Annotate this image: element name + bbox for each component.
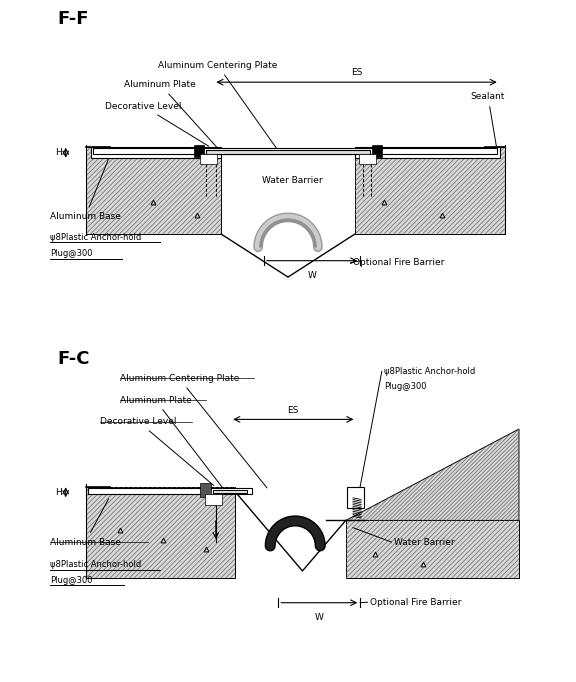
Bar <box>205 494 222 505</box>
Text: Water Barrier: Water Barrier <box>394 537 454 546</box>
Text: ES: ES <box>351 68 362 77</box>
Polygon shape <box>346 429 519 520</box>
Text: Aluminum Plate: Aluminum Plate <box>124 80 219 149</box>
Text: ψ8Plastic Anchor-hold: ψ8Plastic Anchor-hold <box>50 560 141 569</box>
Bar <box>200 154 217 164</box>
Bar <box>194 145 204 157</box>
Bar <box>200 484 211 497</box>
Text: F-F: F-F <box>57 10 89 28</box>
Text: W: W <box>308 271 316 280</box>
Text: Decorative Level: Decorative Level <box>100 417 214 486</box>
Bar <box>90 147 221 158</box>
Text: H: H <box>55 488 62 496</box>
Bar <box>359 154 376 164</box>
Text: Aluminum Centering Plate: Aluminum Centering Plate <box>158 61 278 149</box>
Text: Optional Fire Barrier: Optional Fire Barrier <box>370 597 461 607</box>
Bar <box>93 148 497 154</box>
Text: W: W <box>315 613 324 622</box>
Text: Water Barrier: Water Barrier <box>263 177 323 186</box>
Text: H: H <box>55 148 62 157</box>
Text: Aluminum Base: Aluminum Base <box>50 158 121 222</box>
Polygon shape <box>86 487 235 578</box>
Text: Plug@300: Plug@300 <box>50 250 92 258</box>
Text: Aluminum Base: Aluminum Base <box>50 499 121 546</box>
Polygon shape <box>346 520 519 578</box>
Bar <box>355 147 500 158</box>
Text: Decorative Level: Decorative Level <box>105 102 209 146</box>
Text: Sealant: Sealant <box>471 92 505 149</box>
Text: Plug@300: Plug@300 <box>50 576 92 585</box>
Text: F-C: F-C <box>57 350 89 368</box>
Text: ψ8Plastic Anchor-hold: ψ8Plastic Anchor-hold <box>50 233 141 242</box>
Bar <box>206 149 370 154</box>
Polygon shape <box>355 147 505 234</box>
Text: ψ8Plastic Anchor-hold: ψ8Plastic Anchor-hold <box>384 367 476 376</box>
Bar <box>214 490 247 494</box>
Polygon shape <box>86 147 221 234</box>
Bar <box>88 488 252 494</box>
Text: Aluminum Plate: Aluminum Plate <box>120 396 223 490</box>
Text: Aluminum Centering Plate: Aluminum Centering Plate <box>120 374 267 488</box>
Text: Optional Fire Barrier: Optional Fire Barrier <box>353 258 444 267</box>
Text: Plug@300: Plug@300 <box>384 382 427 391</box>
Bar <box>372 145 382 157</box>
Bar <box>347 487 363 508</box>
Text: ES: ES <box>287 406 299 415</box>
